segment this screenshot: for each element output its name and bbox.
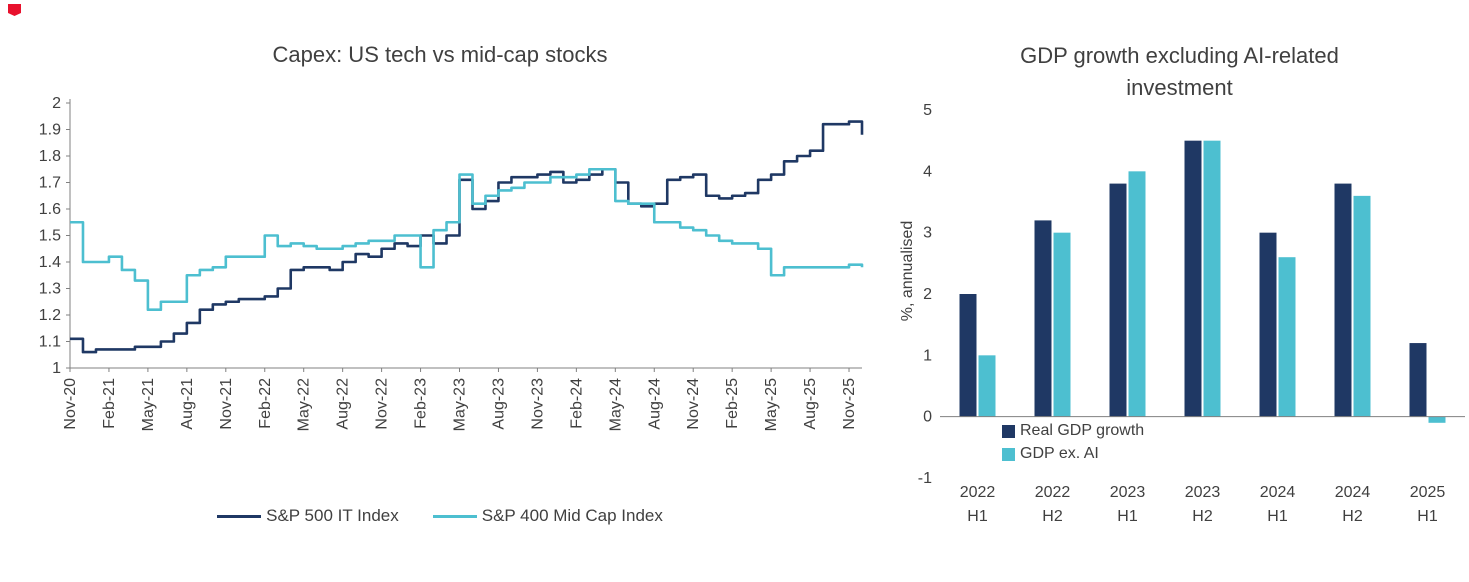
bar-chart-title: GDP growth excluding AI-related investme… — [1020, 43, 1339, 100]
x-category-label-half: H2 — [1042, 508, 1063, 525]
gdp-ex-ai-legend-label: GDP ex. AI — [1020, 445, 1099, 462]
y-tick-label: 1.1 — [39, 334, 61, 351]
y-tick-label: 1.6 — [39, 201, 61, 218]
line-chart-title: Capex: US tech vs mid-cap stocks — [272, 42, 608, 67]
legend-item-gdp-ex-ai: GDP ex. AI — [1002, 445, 1144, 463]
series-line-0 — [70, 120, 864, 354]
x-category-label-year: 2024 — [1335, 484, 1371, 501]
bar-real-gdp-growth-6 — [1409, 343, 1427, 417]
real-gdp-legend-label: Real GDP growth — [1020, 422, 1145, 439]
bar-real-gdp-growth-2 — [1109, 183, 1127, 417]
y-tick-label: 2 — [923, 286, 932, 303]
bar-real-gdp-growth-0 — [959, 294, 977, 417]
legend-item-sp400-midcap: S&P 400 Mid Cap Index — [432, 506, 663, 526]
x-category-label-half: H1 — [1117, 508, 1138, 525]
line-chart-plot: 1 1.1 1.2 1.3 1.4 1.5 1.6 1.7 1.8 1.9 2 Nov-20 Feb-2… — [39, 95, 864, 431]
x-tick-label: May-21 — [140, 378, 157, 431]
x-category-label-half: H2 — [1192, 508, 1213, 525]
bar-gdp-ex-ai-2 — [1128, 171, 1146, 417]
sp500-it-legend-label: S&P 500 IT Index — [266, 506, 399, 525]
y-tick-label: 1.4 — [39, 254, 61, 271]
x-category-label-half: H1 — [967, 508, 988, 525]
bar-gdp-ex-ai-6 — [1428, 416, 1446, 423]
bar-gdp-ex-ai-5 — [1353, 195, 1371, 417]
x-tick-label: Feb-21 — [101, 378, 118, 429]
y-tick-label: 1.9 — [39, 122, 61, 139]
bar-real-gdp-growth-5 — [1334, 183, 1352, 417]
x-tick-label: May-22 — [296, 378, 313, 431]
gdp-bar-chart-panel: GDP growth excluding AI-related investme… — [890, 0, 1469, 582]
y-tick-label: 1.8 — [39, 148, 61, 165]
corner-logo-mark — [8, 4, 21, 16]
x-category-label-year: 2023 — [1185, 484, 1221, 501]
bar-gdp-ex-ai-0 — [978, 355, 996, 417]
x-tick-label: Feb-22 — [257, 378, 274, 429]
y-tick-label: 1.5 — [39, 228, 61, 245]
x-tick-label: Aug-24 — [646, 378, 663, 430]
bar-real-gdp-growth-4 — [1259, 232, 1277, 417]
x-tick-label: Feb-24 — [568, 378, 585, 429]
y-tick-label: -1 — [918, 470, 932, 487]
sp400-midcap-legend-label: S&P 400 Mid Cap Index — [481, 506, 663, 525]
x-tick-label: Aug-22 — [335, 378, 352, 430]
x-tick-label: Feb-23 — [413, 378, 430, 429]
x-tick-label: Nov-20 — [62, 378, 79, 430]
sp400-midcap-line-swatch — [432, 514, 477, 518]
x-tick-label: May-24 — [607, 378, 624, 431]
x-tick-label: Nov-23 — [529, 378, 546, 430]
x-category-label-half: H2 — [1342, 508, 1363, 525]
line-chart-legend: S&P 500 IT Index S&P 400 Mid Cap Index — [0, 506, 880, 526]
bar-gdp-ex-ai-4 — [1278, 257, 1296, 417]
y-tick-label: 1.3 — [39, 281, 61, 298]
x-category-label-year: 2024 — [1260, 484, 1296, 501]
x-tick-label: Aug-21 — [179, 378, 196, 430]
x-tick-label: May-23 — [452, 378, 469, 431]
sp500-it-line-swatch — [217, 514, 262, 518]
legend-item-sp500-it: S&P 500 IT Index — [217, 506, 399, 526]
bar-chart-legend: Real GDP growth GDP ex. AI — [1002, 422, 1144, 463]
y-tick-label: 4 — [923, 163, 932, 180]
x-tick-label: Nov-24 — [685, 378, 702, 430]
y-tick-label: 1.7 — [39, 175, 61, 192]
x-category-label-year: 2023 — [1110, 484, 1146, 501]
x-category-label-year: 2022 — [1035, 484, 1071, 501]
capex-line-chart-panel: Capex: US tech vs mid-cap stocks 1 1.1 1.2… — [0, 42, 880, 526]
x-tick-label: Nov-21 — [218, 378, 235, 430]
series-line-1 — [70, 167, 864, 311]
x-tick-label: May-25 — [763, 378, 780, 431]
x-category-label-half: H1 — [1417, 508, 1438, 525]
x-tick-label: Nov-25 — [841, 378, 858, 430]
x-tick-label: Nov-22 — [374, 378, 391, 430]
gdp-ex-ai-swatch — [1002, 447, 1015, 461]
y-tick-label: 1.2 — [39, 307, 61, 324]
y-tick-label: 1 — [52, 360, 61, 377]
bar-real-gdp-growth-3 — [1184, 140, 1202, 417]
y-tick-label: 5 — [923, 102, 932, 119]
x-category-label-year: 2022 — [960, 484, 996, 501]
bar-gdp-ex-ai-1 — [1053, 232, 1071, 417]
x-category-label-half: H1 — [1267, 508, 1288, 525]
x-category-label-year: 2025 — [1410, 484, 1446, 501]
real-gdp-swatch — [1002, 424, 1015, 438]
bar-real-gdp-growth-1 — [1034, 220, 1052, 417]
x-tick-label: Aug-23 — [490, 378, 507, 430]
legend-item-real-gdp: Real GDP growth — [1002, 422, 1144, 440]
y-tick-label: 1 — [923, 347, 932, 364]
bar-gdp-ex-ai-3 — [1203, 140, 1221, 417]
y-tick-label: 0 — [923, 409, 932, 426]
bar-chart-plot: -1 0 1 2 3 4 5 2022 H1 2022 H2 2023 H1 2023 H2 2024 H1 20… — [918, 102, 1465, 525]
y-tick-label: 2 — [52, 95, 61, 112]
x-tick-label: Feb-25 — [724, 378, 741, 429]
y-tick-label: 3 — [923, 225, 932, 242]
x-tick-label: Aug-25 — [802, 378, 819, 430]
